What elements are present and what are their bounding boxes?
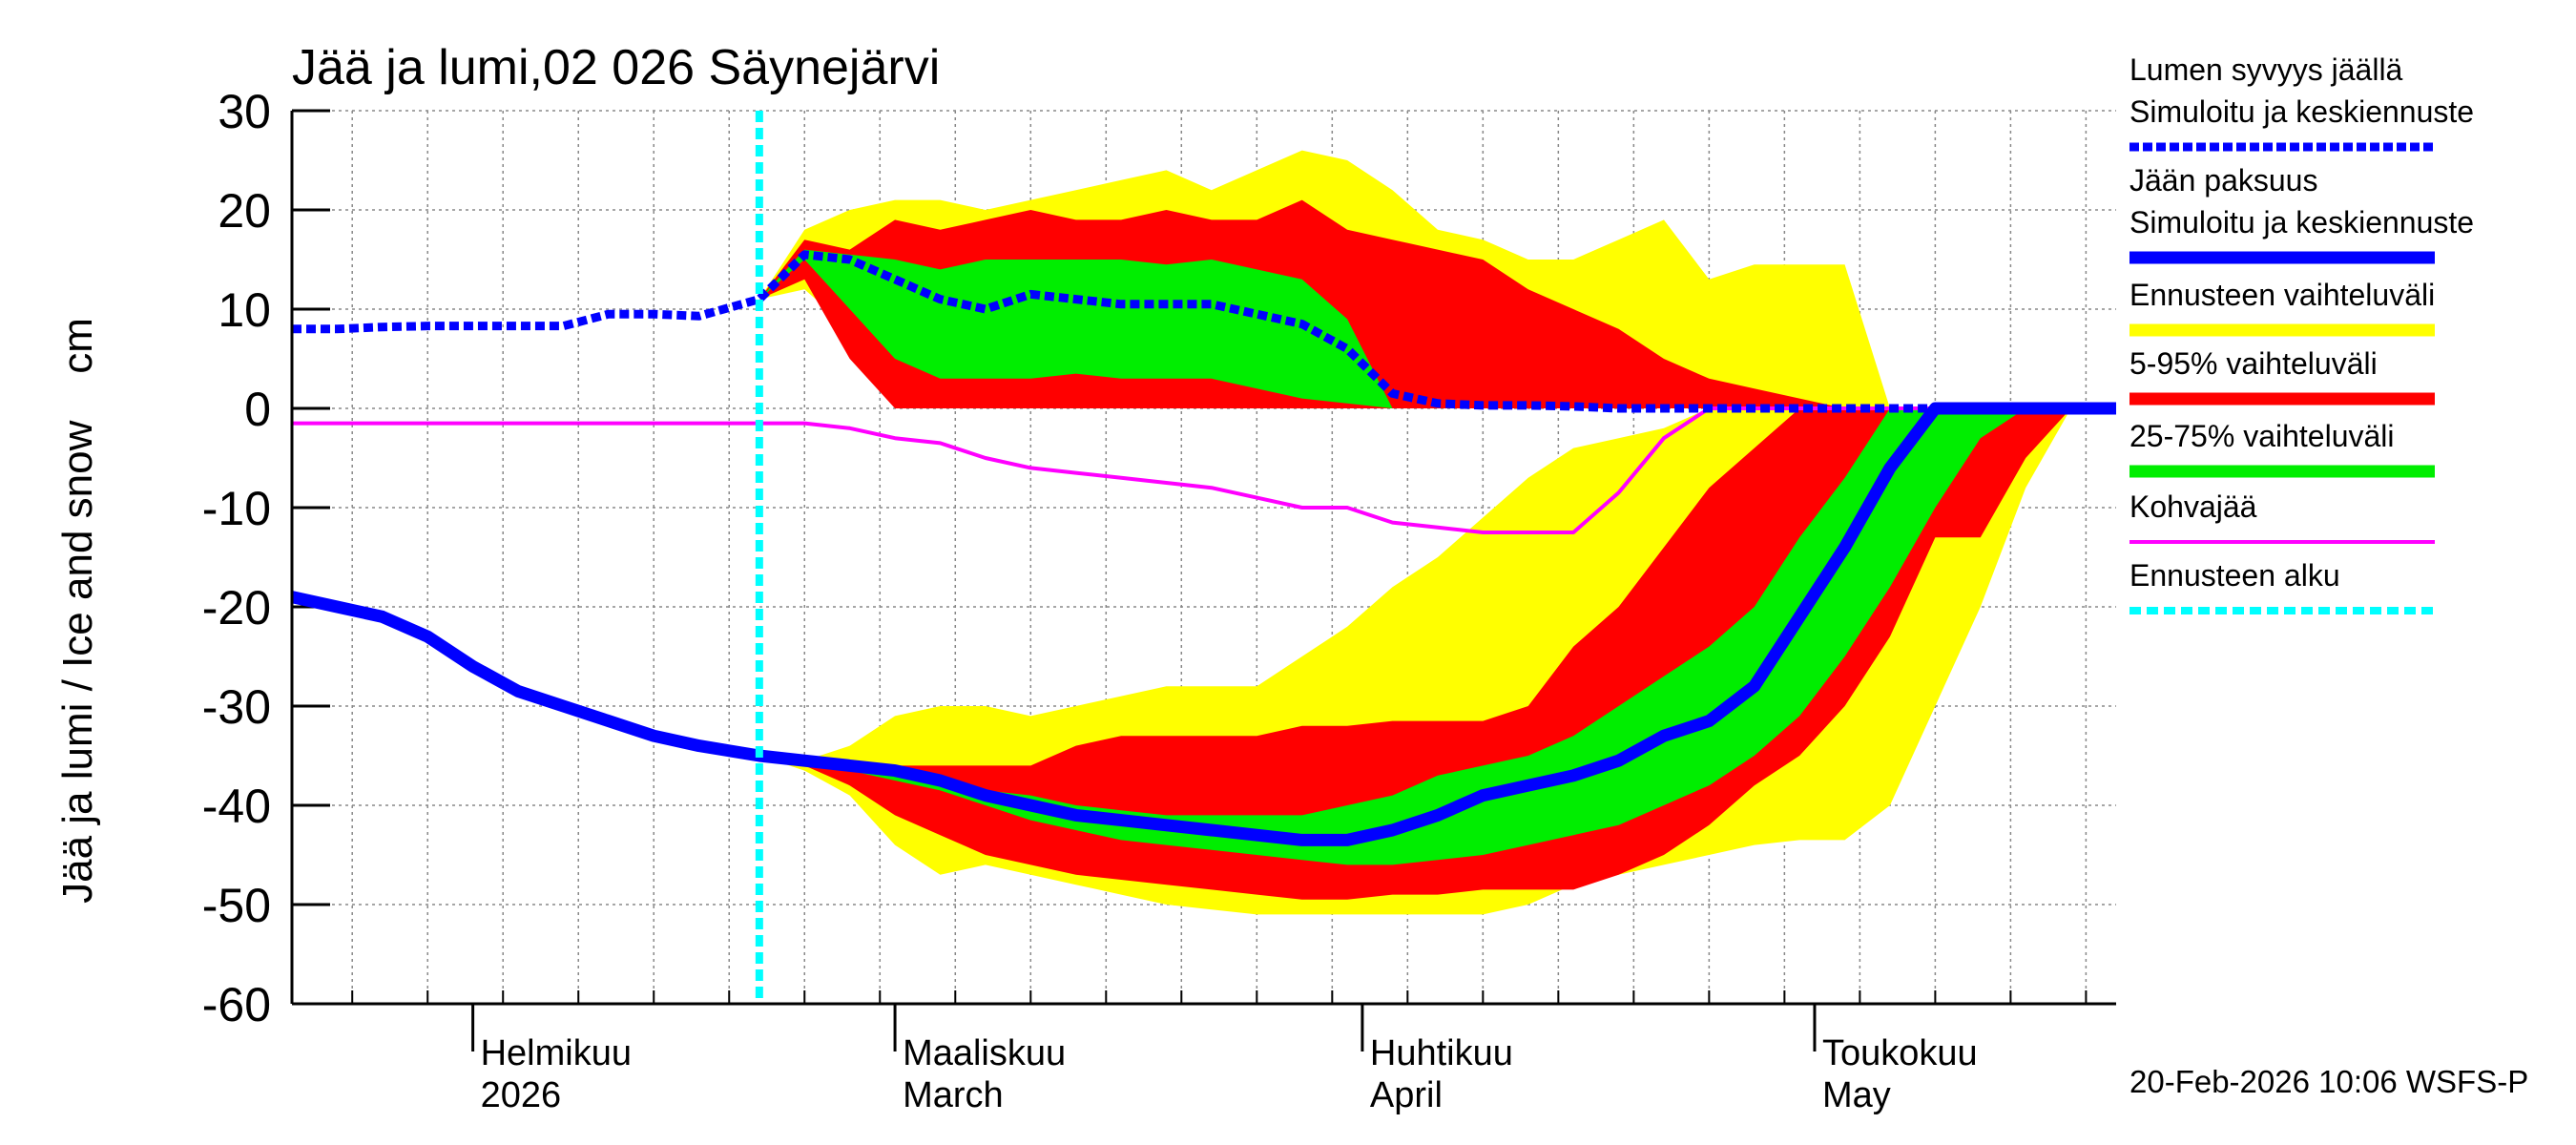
legend-label: Kohvajää	[2129, 489, 2257, 524]
legend-label: Lumen syvyys jäällä	[2129, 52, 2403, 87]
y-tick-label: 30	[218, 85, 271, 138]
y-tick-label: -30	[202, 680, 271, 734]
legend-label: Jään paksuus	[2129, 163, 2317, 198]
y-tick-label: -20	[202, 581, 271, 635]
y-tick-label: 0	[244, 383, 271, 436]
forecast-band	[758, 249, 2116, 408]
forecast-band	[758, 408, 2116, 900]
x-tick-sublabel: May	[1822, 1075, 1891, 1115]
y-axis-label: Jää ja lumi / Ice and snow cm	[54, 318, 101, 904]
x-tick-sublabel: March	[903, 1075, 1004, 1115]
legend-label: Simuloitu ja keskiennuste	[2129, 205, 2474, 239]
x-tick-label: Toukokuu	[1822, 1033, 1978, 1073]
legend-label: Simuloitu ja keskiennuste	[2129, 94, 2474, 129]
x-tick-label: Maaliskuu	[903, 1033, 1066, 1073]
x-tick-label: Helmikuu	[481, 1033, 632, 1073]
y-tick-label: -40	[202, 780, 271, 833]
series-line	[292, 250, 2116, 413]
y-tick-label: 10	[218, 283, 271, 337]
chart-title: Jää ja lumi,02 026 Säynejärvi	[292, 40, 940, 95]
legend-label: Ennusteen vaihteluväli	[2129, 278, 2435, 312]
legend-label: 25-75% vaihteluväli	[2129, 419, 2395, 453]
x-tick-sublabel: April	[1370, 1075, 1443, 1115]
y-tick-label: -10	[202, 482, 271, 535]
timestamp: 20-Feb-2026 10:06 WSFS-P	[2129, 1064, 2528, 1099]
series-line	[292, 406, 2116, 534]
y-tick-label: 20	[218, 184, 271, 238]
y-tick-label: -60	[202, 978, 271, 1031]
x-tick-label: Huhtikuu	[1370, 1033, 1513, 1073]
y-tick-label: -50	[202, 879, 271, 932]
forecast-band	[758, 408, 2116, 865]
x-tick-sublabel: 2026	[481, 1075, 562, 1115]
series-line	[290, 402, 2116, 846]
legend-label: 5-95% vaihteluväli	[2129, 346, 2378, 381]
legend-label: Ennusteen alku	[2129, 558, 2340, 593]
